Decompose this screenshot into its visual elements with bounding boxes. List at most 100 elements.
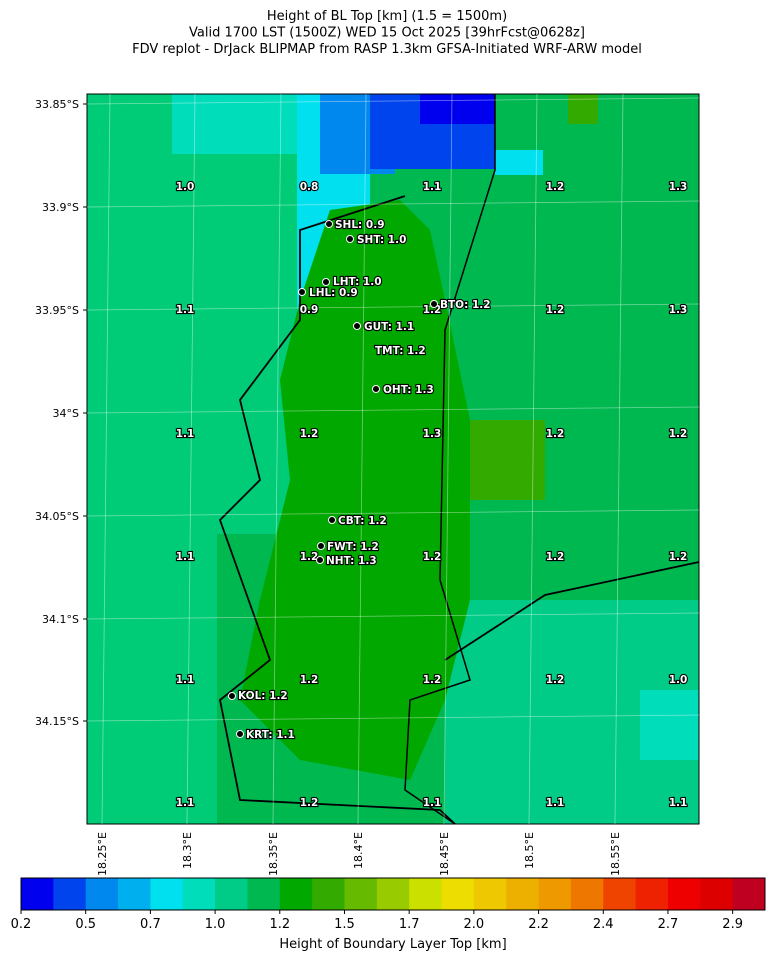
colorbar-bin: [215, 878, 248, 910]
grid-value: 1.2: [300, 797, 319, 809]
station-dot: [328, 516, 336, 524]
grid-value: 1.1: [176, 674, 195, 686]
colorbar-tick-label: 2.0: [464, 917, 485, 932]
lon-label: 18.4°E: [352, 832, 365, 869]
lat-grid-line: [86, 612, 700, 620]
lon-label: 18.3°E: [181, 832, 194, 869]
lat-label: 33.85°S: [35, 98, 79, 111]
colorbar-bin: [344, 878, 378, 910]
station-label: SHL: 0.9: [335, 219, 385, 231]
grid-value: 1.2: [423, 551, 442, 563]
station-label: NHT: 1.3: [326, 555, 377, 567]
colorbar-tick-label: 0.2: [11, 917, 32, 932]
station-label: KRT: 1.1: [246, 729, 295, 741]
lat-label: 34.15°S: [35, 715, 79, 728]
colorbar-bin: [473, 878, 507, 910]
station-label: FWT: 1.2: [327, 541, 379, 553]
map-background: [86, 93, 700, 825]
station-dot: [430, 300, 438, 308]
grid-value: 1.2: [546, 674, 565, 686]
lon-label: 18.45°E: [438, 832, 451, 876]
grid-value: 1.0: [176, 181, 195, 193]
colorbar-bin: [247, 878, 281, 910]
colorbar-tick-label: 1.2: [269, 917, 290, 932]
station-label: BTO: 1.2: [440, 299, 491, 311]
grid-value: 1.1: [176, 304, 195, 316]
grid-value: 1.2: [669, 551, 688, 563]
grid-value: 1.2: [546, 304, 565, 316]
lat-label: 34.05°S: [35, 510, 79, 523]
lon-label: 18.5°E: [523, 832, 536, 869]
colorbar-bin: [409, 878, 443, 910]
lat-grid-line: [86, 406, 700, 414]
grid-value: 1.1: [546, 797, 565, 809]
grid-value: 0.9: [300, 304, 319, 316]
colorbar-tick-label: 2.2: [528, 917, 549, 932]
colorbar-bin: [118, 878, 151, 910]
colorbar-bin: [441, 878, 475, 910]
grid-value: 1.2: [300, 428, 319, 440]
station-label: GUT: 1.1: [364, 321, 414, 333]
grid-value: 1.1: [669, 797, 688, 809]
station-label: OHT: 1.3: [383, 384, 434, 396]
grid-value: 1.1: [176, 428, 195, 440]
grid-value: 1.2: [546, 181, 565, 193]
colorbar-bin: [21, 878, 54, 910]
station-label: LHL: 0.9: [309, 287, 358, 299]
grid-value: 1.2: [546, 551, 565, 563]
colorbar-bin: [53, 878, 87, 910]
title-line: Height of BL Top [km] (1.5 = 1500m): [267, 9, 507, 24]
lon-label: 18.25°E: [96, 832, 109, 876]
colorbar-tick-label: 0.7: [140, 917, 161, 932]
colorbar-bin: [182, 878, 216, 910]
grid-value: 1.2: [423, 674, 442, 686]
station-dot: [353, 322, 361, 330]
lon-grid-line: [528, 93, 538, 825]
title-line: Valid 1700 LST (1500Z) WED 15 Oct 2025 […: [189, 26, 585, 41]
title-line: FDV replot - DrJack BLIPMAP from RASP 1.…: [132, 42, 642, 57]
grid-value: 1.1: [176, 797, 195, 809]
colorbar-tick-label: 0.5: [75, 917, 96, 932]
colorbar-bin: [635, 878, 669, 910]
grid-value: 1.2: [300, 551, 319, 563]
station-dot: [228, 692, 236, 700]
colorbar-frame: [20, 877, 766, 911]
grid-value: 1.2: [669, 428, 688, 440]
colorbar-bin: [603, 878, 637, 910]
station-dot: [322, 278, 330, 286]
station-dot: [346, 235, 354, 243]
colorbar-bin: [150, 878, 184, 910]
lon-label: 18.35°E: [267, 832, 280, 876]
colorbar-tick-label: 2.9: [722, 917, 743, 932]
lat-grid-line: [86, 509, 700, 517]
colorbar-bin: [538, 878, 572, 910]
lon-grid-line: [272, 93, 282, 825]
grid-value: 1.2: [300, 674, 319, 686]
grid-value: 1.3: [423, 428, 442, 440]
colorbar-bin: [732, 878, 766, 910]
lon-label: 18.55°E: [609, 832, 622, 876]
lat-label: 34°S: [53, 407, 79, 420]
grid-value: 1.1: [423, 797, 442, 809]
grid-value: 1.1: [176, 551, 195, 563]
grid-value: 1.3: [669, 304, 688, 316]
lon-grid-line: [614, 93, 624, 825]
station-dot: [372, 385, 380, 393]
lat-grid-line: [86, 714, 700, 722]
colorbar-tick-label: 2.7: [658, 917, 679, 932]
grid-value: 1.3: [669, 181, 688, 193]
station-dot: [317, 542, 325, 550]
colorbar-tick-label: 1.0: [205, 917, 226, 932]
lat-label: 33.9°S: [42, 201, 79, 214]
lon-grid-line: [101, 93, 111, 825]
station-label: LHT: 1.0: [333, 276, 382, 288]
lon-grid-line: [186, 93, 196, 825]
colorbar-tick-label: 1.5: [334, 917, 355, 932]
station-label: TMT: 1.2: [375, 345, 426, 357]
grid-value: 1.2: [423, 304, 442, 316]
colorbar-tick-label: 1.7: [399, 917, 420, 932]
grid-value: 0.8: [300, 181, 319, 193]
station-label: CBT: 1.2: [338, 515, 387, 527]
lat-grid-line: [86, 97, 700, 105]
